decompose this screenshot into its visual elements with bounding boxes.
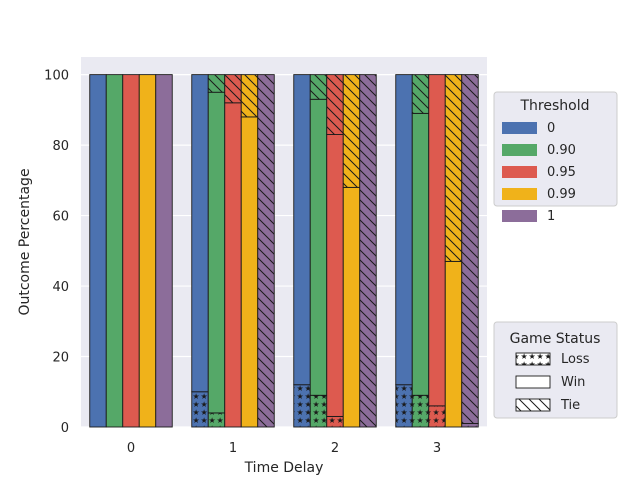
bar-segment-win (444, 260, 463, 428)
bar-hatch-loss (461, 423, 479, 427)
bar-hatch-tie (343, 74, 360, 188)
y-tick-labels: 0 20 40 60 80 100 (44, 69, 69, 436)
bar-segment-win (293, 74, 311, 386)
legend-label: 0.99 (547, 187, 576, 202)
legend-label: Loss (561, 352, 590, 367)
bar-segment-win (411, 112, 430, 396)
bar-hatch-tie (359, 74, 377, 427)
x-tick-label: 1 (229, 441, 237, 456)
legend-label: 1 (547, 209, 555, 224)
bar-hatch-tie (326, 74, 344, 135)
bar-segment-win (240, 116, 259, 428)
status-legend-box (493, 321, 618, 419)
bar-segment-win (395, 74, 413, 386)
legend-swatch (515, 375, 551, 389)
bars (89, 74, 479, 428)
status-legend-title: Game Status (510, 331, 601, 347)
bar-hatch-tie (310, 74, 327, 100)
y-tick-label: 60 (52, 210, 69, 225)
legend-swatch (502, 122, 537, 134)
legend-swatch-hatch (516, 353, 550, 365)
legend-swatch-hatch (516, 399, 550, 411)
bar-segment-win (155, 74, 173, 428)
x-tick-label: 0 (127, 441, 135, 456)
bar-segment-win (428, 74, 446, 407)
y-tick-label: 80 (52, 139, 69, 154)
bar-hatch-loss (293, 384, 311, 427)
bar-segment-win (224, 102, 242, 428)
legend-label: Tie (560, 398, 580, 413)
bar-hatch-loss (395, 384, 413, 427)
bar-segment-win (105, 74, 124, 428)
bar-hatch-loss (326, 416, 344, 427)
bar-hatch-tie (224, 74, 242, 103)
threshold-legend-entries: 0 0.90 0.95 0.99 1 (502, 121, 576, 224)
bar-segment-win (122, 74, 140, 428)
bar-hatch-tie (241, 74, 258, 117)
bar-segment-win (89, 74, 107, 428)
legend-swatch (502, 188, 537, 200)
threshold-legend-title: Threshold (520, 98, 590, 114)
x-tick-label: 3 (433, 441, 441, 456)
bar-segment-win (326, 134, 344, 417)
bar-segment-win (138, 74, 157, 428)
legend-swatch (502, 210, 537, 222)
legend-swatch (502, 144, 537, 156)
bar-hatch-loss (412, 395, 429, 427)
bar-hatch-tie (412, 74, 429, 114)
legend-swatch (502, 166, 537, 178)
bar-segment-win (207, 91, 226, 414)
status-legend: Game Status Loss Win Tie (493, 321, 618, 419)
bar-segment-win (191, 74, 209, 393)
y-tick-label: 40 (52, 280, 69, 295)
bar-segment-win (309, 98, 328, 396)
bar-segment-win (342, 186, 361, 428)
bar-hatch-tie (208, 74, 225, 93)
y-axis-label: Outcome Percentage (17, 168, 33, 315)
threshold-legend: Threshold 0 0.90 0.95 0.99 1 (493, 91, 618, 224)
bar-hatch-tie (257, 74, 275, 427)
y-tick-label: 20 (52, 351, 69, 366)
y-tick-label: 0 (61, 421, 69, 436)
legend-label: 0 (547, 121, 555, 136)
x-tick-label: 2 (331, 441, 339, 456)
legend-label: 0.95 (547, 165, 576, 180)
bar-hatch-loss (191, 391, 209, 427)
x-tick-labels: 0 1 2 3 (127, 441, 441, 456)
bar-hatch-loss (208, 412, 225, 427)
bar-hatch-tie (445, 74, 462, 262)
bar-hatch-loss (428, 405, 446, 427)
bar-hatch-tie (461, 74, 479, 424)
x-axis-label: Time Delay (244, 460, 324, 476)
legend-label: Win (561, 375, 585, 390)
y-tick-label: 100 (44, 69, 69, 84)
legend-label: 0.90 (547, 143, 576, 158)
status-legend-entries: Loss Win Tie (515, 352, 590, 413)
bar-hatch-loss (310, 395, 327, 427)
